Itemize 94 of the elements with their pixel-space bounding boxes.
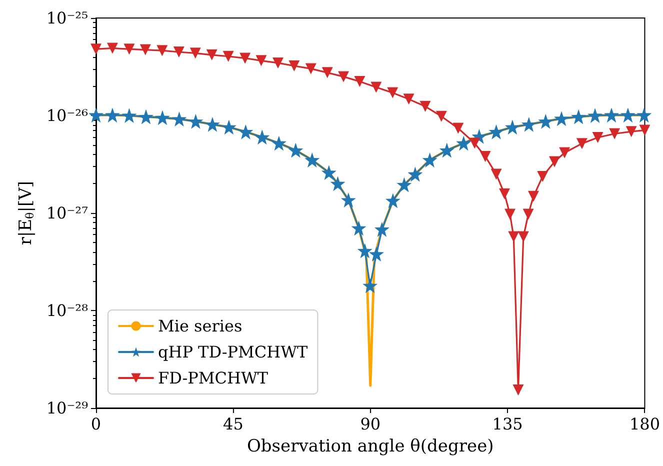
x-tick-label: 135: [492, 414, 523, 434]
point: [408, 166, 423, 182]
point: [288, 60, 300, 72]
point: [452, 122, 464, 134]
y-tick-label: 10⁻²⁹: [46, 398, 89, 418]
point: [338, 71, 350, 82]
point: [439, 142, 454, 158]
point: [256, 55, 267, 66]
point: [272, 57, 284, 68]
point: [537, 170, 548, 182]
point: [512, 384, 524, 396]
x-tick-label: 45: [223, 414, 244, 434]
point: [221, 120, 236, 135]
y-tick-label: 10⁻²⁷: [46, 204, 88, 222]
point: [636, 108, 652, 123]
point: [154, 110, 170, 126]
point: [304, 152, 320, 168]
point: [188, 114, 204, 129]
point: [620, 108, 636, 123]
legend-label: FD-PMCHWT: [158, 368, 268, 388]
point: [172, 112, 187, 127]
point: [538, 114, 554, 129]
y-tick-label: 10⁻²⁵: [46, 8, 88, 28]
point: [156, 45, 168, 56]
x-tick-label: 180: [629, 414, 660, 434]
point: [571, 109, 586, 124]
point: [548, 156, 560, 168]
point: [374, 222, 390, 237]
point: [488, 124, 504, 140]
point: [357, 243, 372, 258]
point: [499, 188, 510, 200]
point: [321, 165, 336, 180]
y-axis-title: r|Eθ|[V]: [16, 180, 36, 246]
point: [604, 108, 619, 123]
point: [368, 246, 384, 262]
point: [504, 120, 520, 135]
point: [469, 138, 480, 149]
point: [173, 46, 184, 58]
point: [351, 220, 366, 236]
point: [370, 82, 382, 93]
point: [238, 124, 254, 140]
point: [190, 48, 201, 59]
point: [322, 67, 333, 78]
point: [204, 116, 220, 132]
point: [288, 142, 304, 158]
point: [330, 176, 346, 192]
point: [138, 109, 154, 124]
point: [88, 108, 104, 123]
legend-label: Mie series: [158, 316, 242, 336]
legend-label: qHP TD-PMCHWT: [158, 342, 308, 362]
point: [626, 126, 637, 138]
point: [403, 94, 414, 105]
point: [588, 108, 603, 123]
point: [422, 152, 438, 168]
y-tick-label: 10⁻²⁸: [46, 301, 88, 320]
point: [396, 177, 412, 192]
point: [206, 49, 218, 60]
point: [140, 44, 151, 56]
point: [240, 52, 251, 64]
point: [436, 110, 447, 122]
point: [522, 208, 534, 220]
point: [305, 63, 316, 74]
point: [592, 132, 604, 143]
x-tick-label: 0: [90, 414, 102, 434]
point: [271, 136, 286, 151]
point: [554, 111, 570, 126]
point: [609, 128, 620, 140]
point: [576, 138, 588, 150]
x-tick-label: 90: [360, 414, 381, 434]
point: [480, 150, 491, 162]
point: [559, 147, 570, 158]
point: [354, 76, 366, 88]
point: [504, 208, 516, 220]
y-tick-label: 10⁻²⁶: [46, 106, 88, 125]
point: [90, 44, 102, 55]
point: [104, 108, 120, 123]
point: [124, 44, 135, 55]
point: [420, 100, 431, 112]
point: [385, 193, 400, 208]
point: [490, 168, 502, 180]
point: [508, 231, 520, 242]
point: [456, 136, 472, 151]
point: [518, 231, 529, 242]
point: [340, 192, 356, 208]
point: [222, 50, 234, 62]
point: [122, 108, 137, 123]
x-axis-title: Observation angle θ(degree): [246, 436, 494, 456]
point: [362, 278, 378, 294]
point: [639, 124, 650, 136]
point: [528, 190, 539, 202]
point: [387, 87, 398, 98]
point: [106, 42, 118, 54]
point: [521, 116, 536, 132]
point: [254, 130, 270, 145]
